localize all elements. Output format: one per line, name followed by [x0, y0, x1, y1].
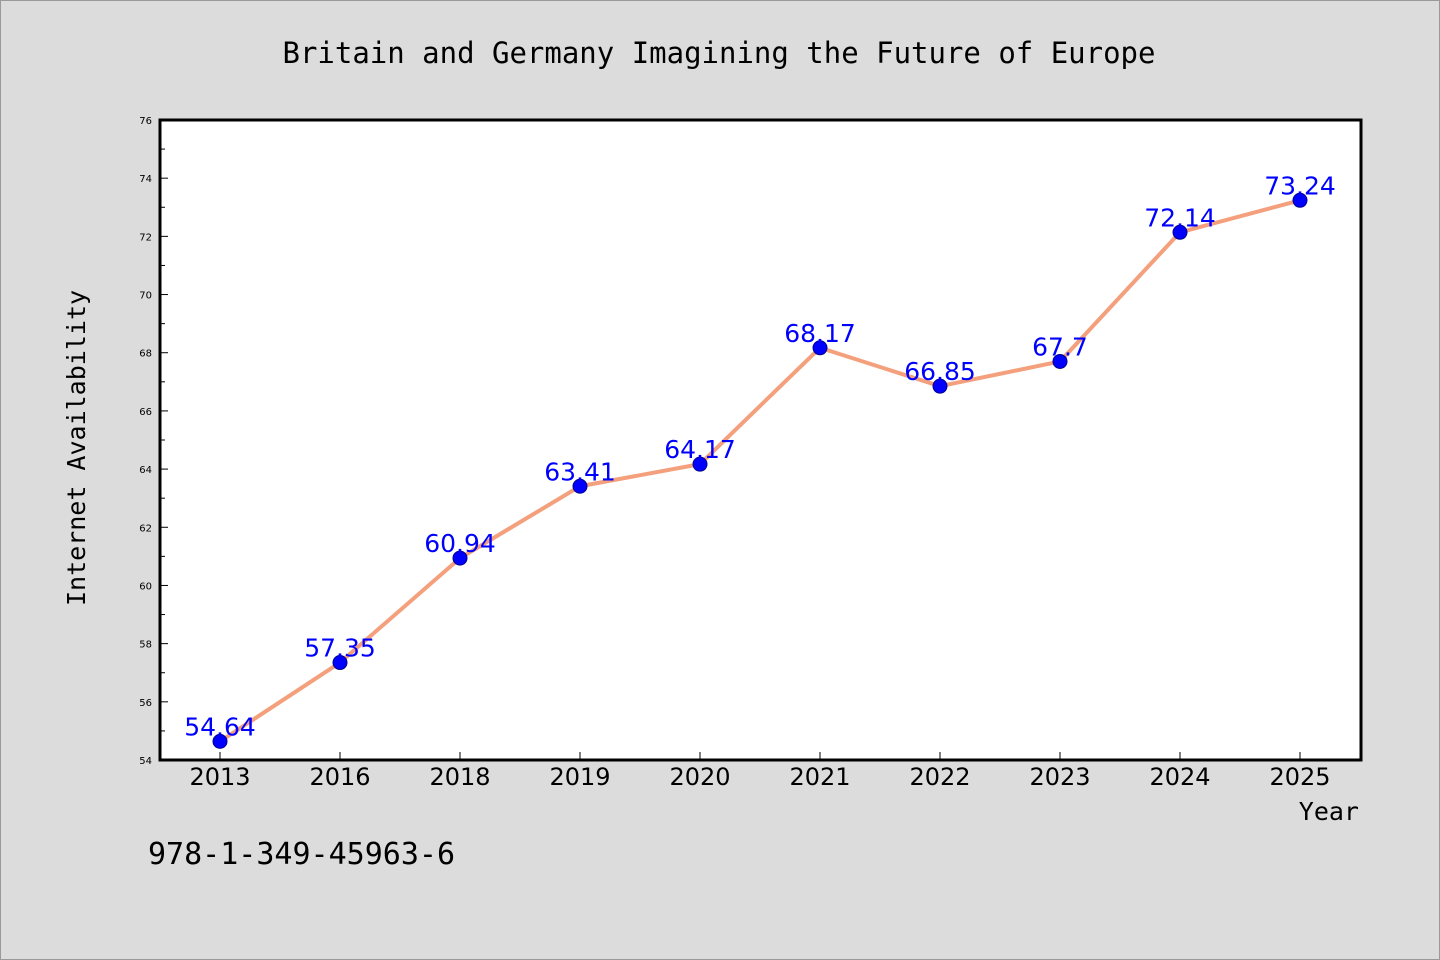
data-labels: 54.64 57.35 60.94 63.41 64.17 68.17 66.85 67.7 7…	[184, 171, 1336, 741]
y-tick-label: 74	[139, 174, 152, 185]
y-tick-label: 62	[139, 523, 152, 534]
data-label: 73.24	[1264, 171, 1336, 200]
data-label: 66.85	[904, 357, 976, 386]
series-line	[218, 198, 1301, 744]
y-tick-label: 58	[139, 640, 152, 651]
data-point	[812, 340, 828, 356]
x-axis: 2013 2016 2018 2019 2020 2021 2022 2023 2024 2025	[189, 752, 1331, 791]
data-point	[332, 655, 348, 671]
data-point	[1292, 192, 1308, 208]
y-axis-label: Internet Availability	[62, 290, 91, 606]
footnote-isbn: 978-1-349-45963-6	[148, 837, 455, 872]
data-point	[452, 550, 468, 566]
x-tick-label: 2016	[309, 763, 370, 791]
x-tick-label: 2022	[909, 763, 970, 791]
data-label: 72.14	[1144, 203, 1216, 232]
x-axis-label: Year	[1299, 797, 1359, 826]
data-point	[572, 478, 588, 494]
x-tick-label: 2013	[189, 763, 250, 791]
data-label: 54.64	[184, 712, 256, 741]
y-tick-label: 54	[139, 756, 152, 767]
y-tick-label: 70	[139, 291, 152, 302]
x-tick-label: 2021	[789, 763, 850, 791]
data-point	[1052, 353, 1068, 369]
y-tick-label: 66	[139, 407, 152, 418]
data-point	[932, 378, 948, 394]
y-tick-label: 56	[139, 698, 152, 709]
x-tick-label: 2020	[669, 763, 730, 791]
y-tick-label: 60	[139, 581, 152, 592]
data-label: 63.41	[544, 457, 616, 486]
x-tick-label: 2025	[1269, 763, 1330, 791]
x-tick-label: 2019	[549, 763, 610, 791]
y-tick-label: 68	[139, 349, 152, 360]
y-tick-label: 76	[139, 116, 152, 127]
x-tick-label: 2018	[429, 763, 490, 791]
x-tick-label: 2024	[1149, 763, 1210, 791]
data-point	[212, 733, 228, 749]
y-tick-label: 64	[139, 465, 152, 476]
series-markers	[212, 192, 1308, 749]
data-label: 67.7	[1032, 332, 1088, 361]
data-label: 60.94	[424, 529, 496, 558]
plot-border	[158, 118, 1363, 762]
y-tick-label: 72	[139, 232, 152, 243]
data-point	[1172, 224, 1188, 240]
data-label: 64.17	[664, 435, 736, 464]
chart-title: Britain and Germany Imagining the Future…	[283, 36, 1156, 70]
data-point	[692, 456, 708, 472]
data-label: 57.35	[304, 634, 376, 663]
y-axis: 54 56 58 60 62 64 66 68 70 72 74 76	[139, 116, 168, 767]
plot-area	[160, 120, 1361, 760]
data-label: 68.17	[784, 319, 856, 348]
x-tick-label: 2023	[1029, 763, 1090, 791]
